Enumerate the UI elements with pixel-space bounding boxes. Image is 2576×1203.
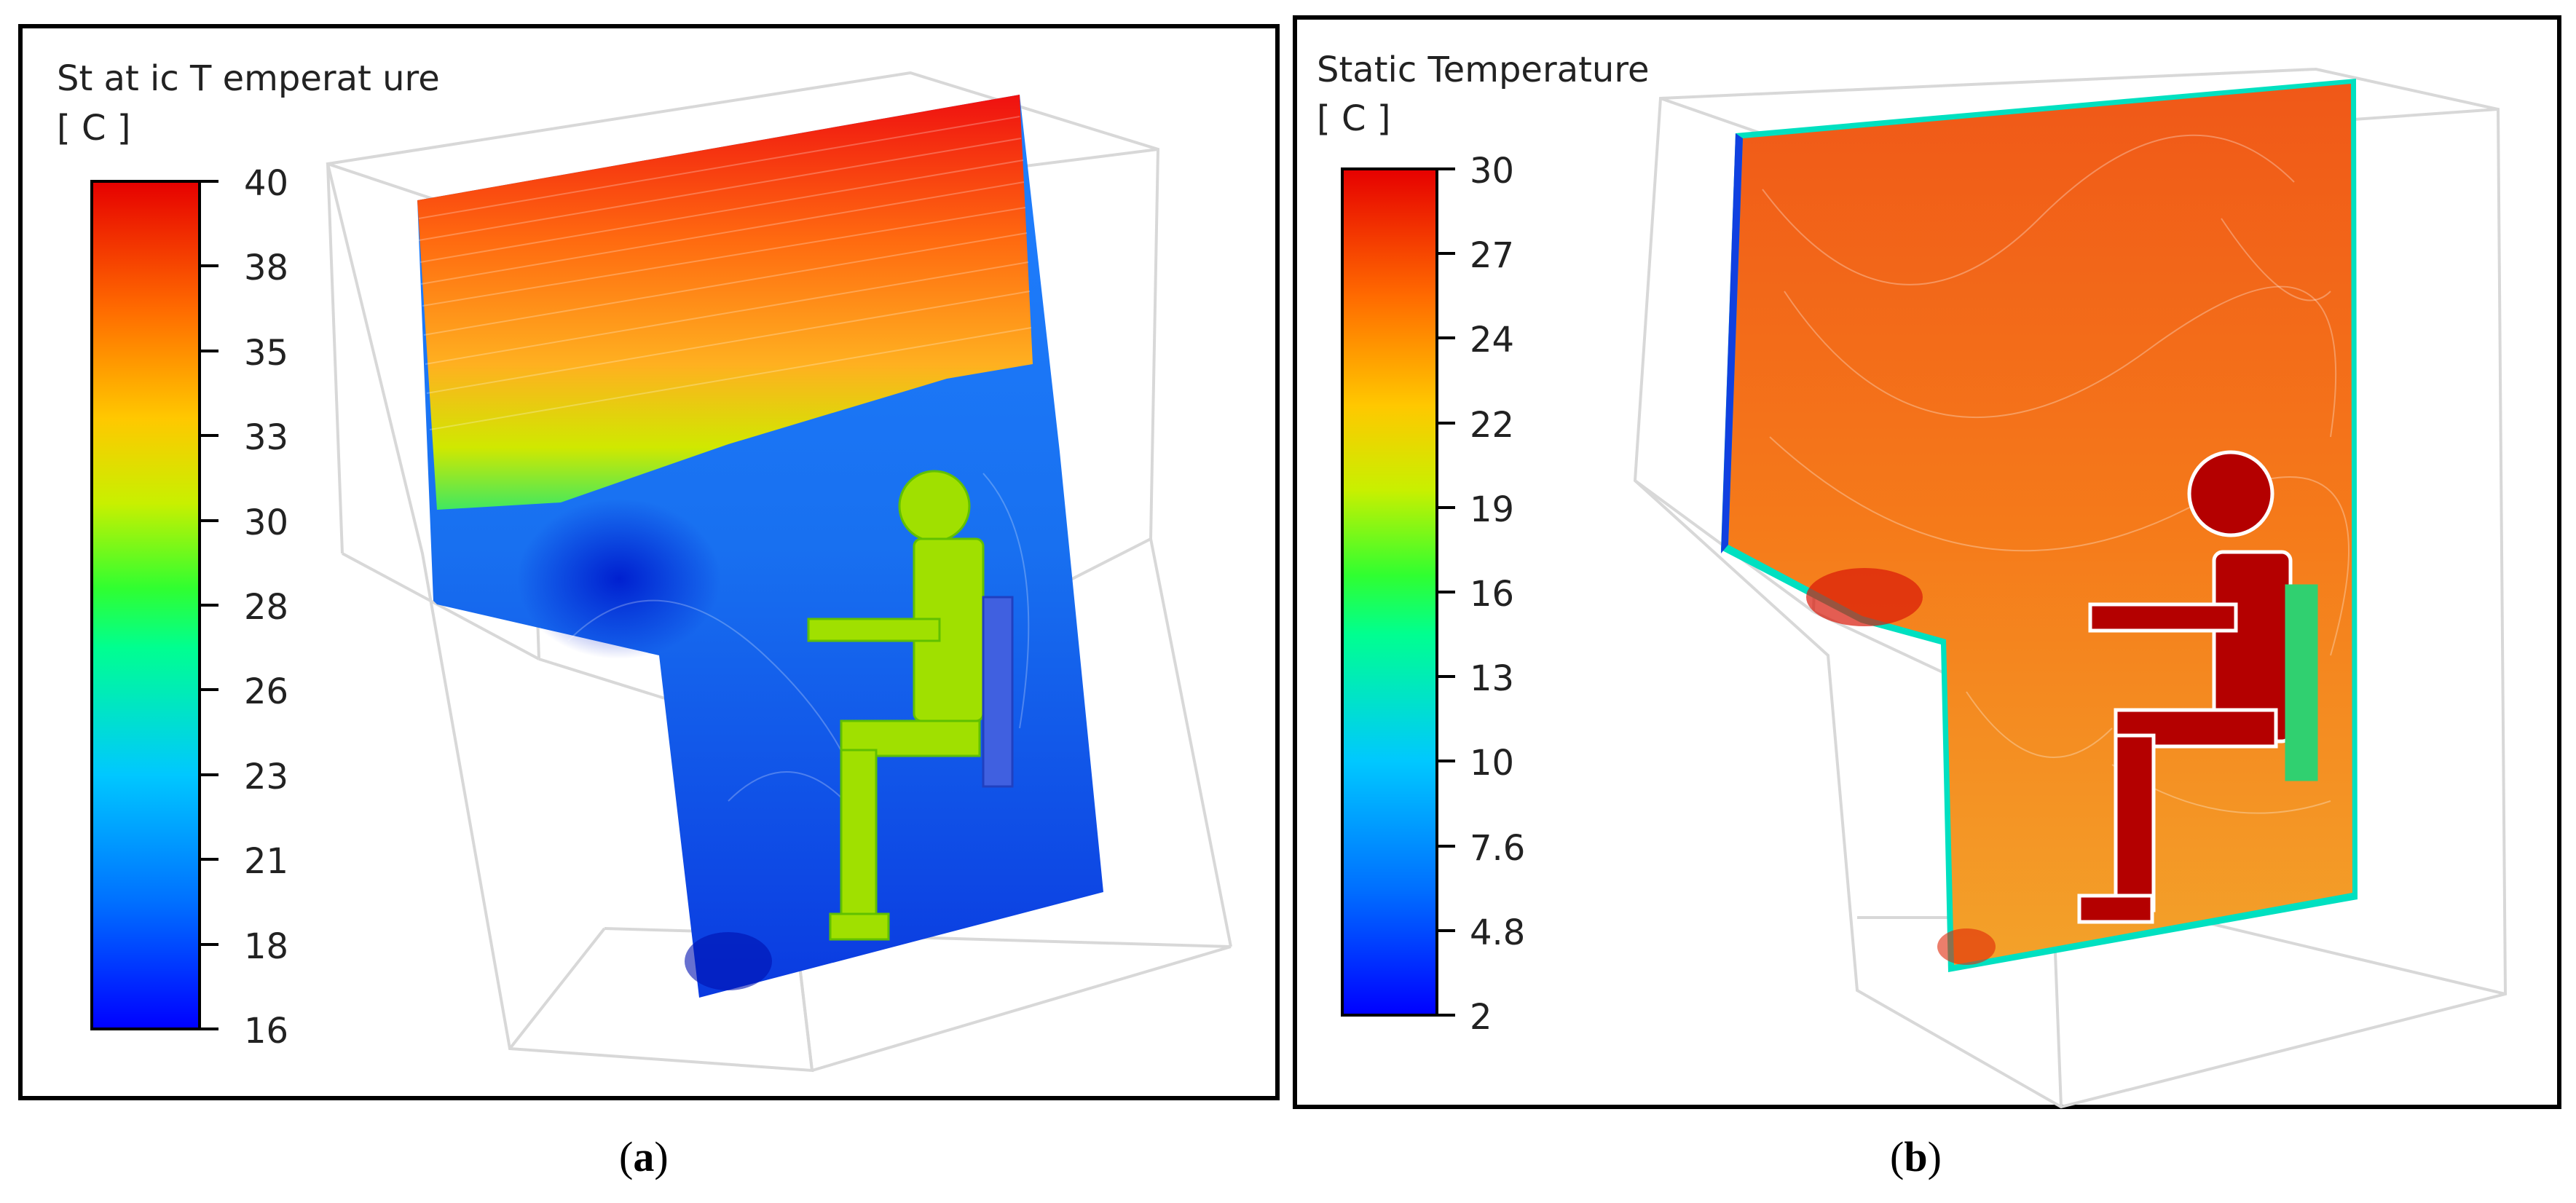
panel-b-tick-label: 22 [1470, 405, 1515, 446]
panel-a-tick-label: 21 [244, 841, 289, 882]
panel-a-frame [18, 24, 1280, 1100]
panel-b-tick-label: 10 [1470, 743, 1515, 784]
panel-a-tick-label: 30 [244, 502, 289, 543]
panel-a-colorbar [90, 180, 201, 1030]
panel-a-legend-unit: [ C ] [57, 108, 131, 149]
panel-a-tick-label: 16 [244, 1011, 289, 1052]
panel-a-tick-label: 38 [244, 248, 289, 288]
panel-b-tick-label: 19 [1470, 489, 1515, 530]
panel-b-tick-label: 24 [1470, 320, 1515, 360]
panel-a-caption: (a) [619, 1133, 669, 1180]
panel-b-tick-label: 30 [1470, 151, 1515, 192]
panel-b-caption: (b) [1890, 1133, 1942, 1180]
panel-b-legend-unit: [ C ] [1317, 98, 1391, 139]
panel-b-tick-label: 2 [1470, 997, 1492, 1038]
panel-b-tick-label: 4.8 [1470, 912, 1526, 953]
panel-b-tick-label: 27 [1470, 235, 1515, 276]
panel-b-tick-label: 16 [1470, 574, 1515, 615]
panel-a-tick-label: 18 [244, 926, 289, 967]
panel-a-colorbar-ticks [200, 180, 218, 1030]
panel-a-tick-label: 26 [244, 671, 289, 712]
panel-b-tick-label: 7.6 [1470, 828, 1526, 869]
panel-b-tick-label: 13 [1470, 658, 1515, 699]
panel-b-colorbar-ticks [1437, 167, 1455, 1017]
panel-a-tick-label: 23 [244, 757, 289, 797]
panel-a-tick-label: 28 [244, 587, 289, 628]
panel-b-colorbar [1341, 167, 1438, 1017]
panel-b-frame [1293, 15, 2561, 1109]
panel-b-legend-title: Static Temperature [1317, 50, 1650, 90]
panel-a-slice [417, 95, 1103, 998]
panel-a-tick-label: 40 [244, 163, 289, 204]
panel-b-slice [1721, 79, 2358, 972]
panel-a-tick-label: 33 [244, 417, 289, 458]
panel-a-legend-title: St at ic T emperat ure [57, 58, 440, 99]
panel-a-tick-label: 35 [244, 333, 289, 374]
